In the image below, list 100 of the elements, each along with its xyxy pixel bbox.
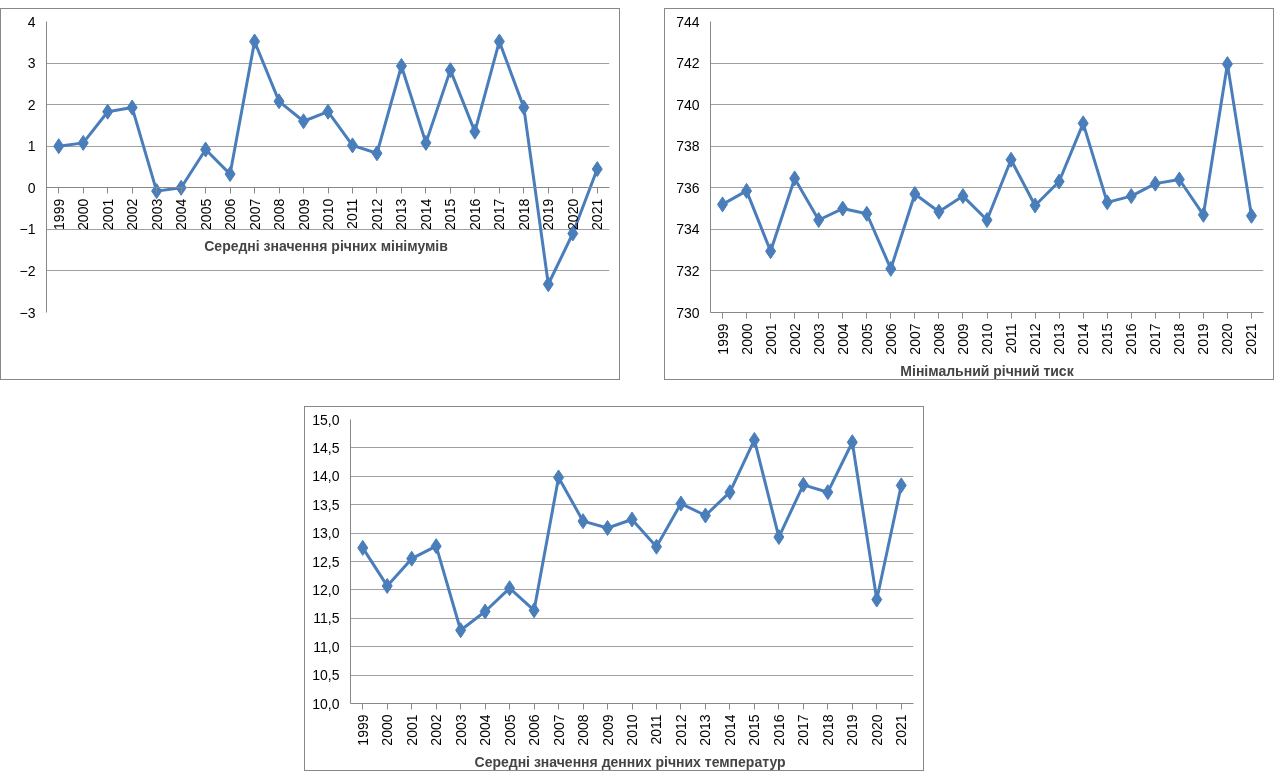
y-tick-label: 12,0	[312, 581, 340, 598]
x-tick-label: 2010	[979, 323, 995, 355]
x-tick-label: 2013	[697, 714, 714, 746]
y-tick-label: −3	[19, 304, 36, 321]
y-tick-label: 1	[27, 138, 36, 155]
x-tick-label: 2011	[648, 714, 665, 745]
point	[493, 33, 505, 50]
x-tick-label: 2008	[271, 198, 288, 230]
y-tick-label: 740	[676, 96, 700, 113]
point	[699, 507, 711, 524]
point	[77, 134, 89, 151]
x-tick-label: 2020	[564, 198, 581, 230]
point	[1125, 188, 1137, 205]
point	[1053, 173, 1065, 190]
point	[626, 511, 638, 528]
point	[765, 243, 777, 260]
x-tick-label: 2008	[930, 323, 947, 355]
x-tick-label: 2014	[1075, 323, 1092, 355]
point	[1005, 151, 1017, 168]
point	[602, 519, 614, 536]
point	[553, 469, 565, 486]
point	[444, 62, 456, 79]
y-tick-label: 738	[676, 138, 700, 155]
point	[430, 538, 442, 555]
x-tick-label: 2019	[1195, 323, 1212, 355]
x-tick-label: 2011	[344, 198, 361, 229]
x-tick-label: 2020	[868, 714, 885, 746]
x-tick-label: 2018	[819, 714, 836, 746]
x-tick-label: 2007	[550, 714, 567, 746]
x-tick-label: 2012	[368, 198, 385, 230]
x-tick-label: 2016	[1123, 323, 1140, 355]
point	[773, 529, 785, 546]
x-tick-label: 2012	[672, 714, 689, 746]
y-tick-label: 10,5	[312, 667, 340, 684]
y-tick-label: 4	[27, 13, 36, 30]
x-tick-label: 1999	[714, 323, 731, 355]
x-tick-label: 2015	[1099, 323, 1116, 355]
x-tick-label: 2009	[295, 198, 312, 230]
x-tick-label: 2006	[526, 714, 543, 746]
x-tick-label: 2005	[197, 198, 214, 230]
point	[479, 603, 491, 620]
y-tick-label: −2	[19, 262, 36, 279]
point	[53, 138, 65, 155]
x-tick-label: 2002	[786, 323, 803, 355]
x-tick-label: 2019	[844, 714, 861, 746]
y-tick-label: 3	[27, 55, 36, 72]
x-tick-label: 2010	[624, 714, 640, 746]
point	[406, 550, 418, 567]
x-tick-label: 2004	[173, 198, 190, 230]
x-tick-label: 2015	[746, 714, 763, 746]
x-tick-label: 2003	[148, 198, 165, 230]
x-tick-label: 2012	[1027, 323, 1044, 355]
point	[885, 260, 897, 277]
y-tick-label: 744	[676, 13, 700, 30]
x-tick-label: 2013	[393, 198, 410, 230]
x-tick-label: 2001	[762, 323, 779, 355]
point	[224, 166, 236, 183]
y-tick-label: 15,0	[312, 411, 340, 428]
x-tick-label: 2006	[222, 198, 239, 230]
x-tick-label: 2000	[738, 323, 755, 355]
x-tick-label: 2001	[99, 198, 116, 230]
point	[724, 484, 736, 501]
x-tick-label: 2005	[858, 323, 875, 355]
x-tick-label: 2000	[379, 714, 396, 746]
point	[1173, 171, 1185, 188]
x-tick-label: 2007	[246, 198, 263, 230]
y-tick-label: 736	[676, 179, 700, 196]
x-axis-title: Мінімальний річний тиск	[900, 362, 1075, 379]
point	[822, 484, 834, 501]
x-tick-label: 2010	[320, 198, 336, 230]
point	[469, 123, 481, 140]
x-axis-title: Середні значення річних мінімумів	[204, 237, 449, 254]
y-tick-label: 10,0	[312, 695, 340, 712]
x-tick-label: 2002	[428, 714, 445, 746]
y-tick-label: 13,5	[312, 496, 340, 513]
x-tick-label: 2009	[599, 714, 616, 746]
x-tick-label: 2004	[477, 714, 494, 746]
point	[1197, 206, 1209, 223]
y-tick-label: 11,5	[313, 610, 340, 627]
point	[1101, 194, 1113, 211]
x-tick-label: 2020	[1219, 323, 1236, 355]
point	[1029, 197, 1041, 214]
x-tick-label: 2005	[501, 714, 518, 746]
x-tick-label: 2021	[1243, 323, 1260, 355]
x-tick-label: 2009	[954, 323, 971, 355]
y-tick-label: 12,5	[312, 553, 340, 570]
x-tick-label: 1999	[354, 714, 371, 746]
x-tick-label: 2003	[452, 714, 469, 746]
point	[650, 538, 662, 555]
point	[981, 212, 993, 228]
point	[741, 182, 753, 199]
point	[861, 205, 873, 222]
y-tick-label: 13,0	[312, 525, 340, 542]
point	[151, 183, 163, 200]
x-tick-label: 2021	[893, 714, 910, 746]
point	[1077, 115, 1089, 132]
x-tick-label: 2007	[906, 323, 923, 355]
point	[371, 145, 383, 162]
y-tick-label: 0	[27, 179, 36, 196]
x-tick-label: 2017	[1147, 323, 1164, 355]
